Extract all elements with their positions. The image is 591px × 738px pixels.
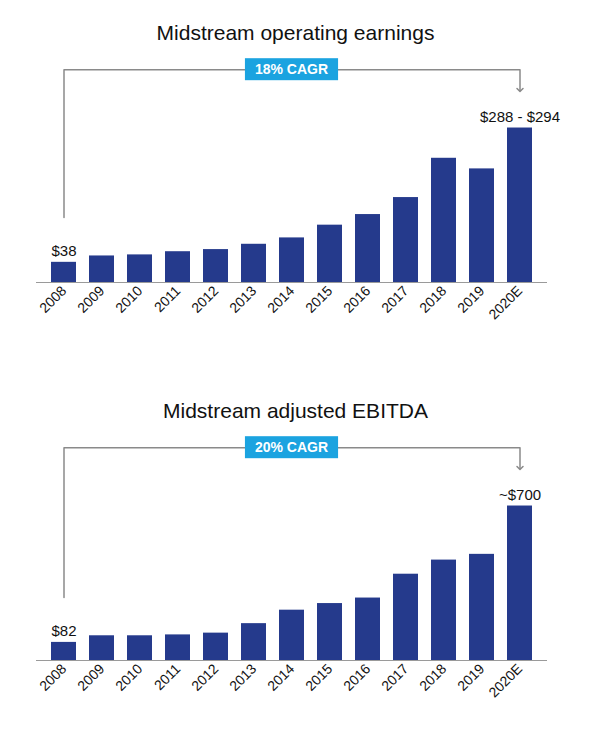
svg-text:2019: 2019 bbox=[454, 282, 487, 315]
svg-text:2017: 2017 bbox=[378, 282, 411, 315]
svg-text:2008: 2008 bbox=[36, 660, 69, 693]
svg-text:2016: 2016 bbox=[340, 660, 373, 693]
svg-text:2018: 2018 bbox=[416, 282, 449, 315]
svg-text:2009: 2009 bbox=[74, 282, 107, 315]
svg-text:2014: 2014 bbox=[264, 282, 297, 315]
svg-text:$82: $82 bbox=[51, 622, 76, 639]
svg-text:2017: 2017 bbox=[378, 660, 411, 693]
svg-text:2011: 2011 bbox=[151, 282, 184, 315]
svg-text:2016: 2016 bbox=[340, 282, 373, 315]
svg-text:$288 - $294: $288 - $294 bbox=[480, 108, 560, 125]
svg-text:2010: 2010 bbox=[112, 282, 145, 315]
svg-text:2011: 2011 bbox=[151, 660, 184, 693]
svg-text:18% CAGR: 18% CAGR bbox=[255, 61, 328, 77]
svg-text:2014: 2014 bbox=[264, 660, 297, 693]
svg-text:~$700: ~$700 bbox=[499, 486, 541, 503]
svg-text:$38: $38 bbox=[51, 242, 76, 259]
svg-text:2019: 2019 bbox=[454, 660, 487, 693]
svg-text:2015: 2015 bbox=[302, 660, 335, 693]
svg-text:2020E: 2020E bbox=[485, 660, 525, 700]
svg-text:2018: 2018 bbox=[416, 660, 449, 693]
svg-text:2013: 2013 bbox=[226, 282, 259, 315]
svg-text:2009: 2009 bbox=[74, 660, 107, 693]
html-text:Midstream operating earnings: Midstream operating earnings bbox=[156, 21, 435, 44]
svg-text:2013: 2013 bbox=[226, 660, 259, 693]
svg-text:2020E: 2020E bbox=[485, 282, 525, 322]
svg-text:20% CAGR: 20% CAGR bbox=[255, 439, 328, 455]
svg-text:2015: 2015 bbox=[302, 282, 335, 315]
svg-text:2012: 2012 bbox=[188, 660, 221, 693]
svg-text:2010: 2010 bbox=[112, 660, 145, 693]
html-text:Midstream adjusted EBITDA: Midstream adjusted EBITDA bbox=[163, 399, 428, 422]
svg-text:2008: 2008 bbox=[36, 282, 69, 315]
svg-text:2012: 2012 bbox=[188, 282, 221, 315]
